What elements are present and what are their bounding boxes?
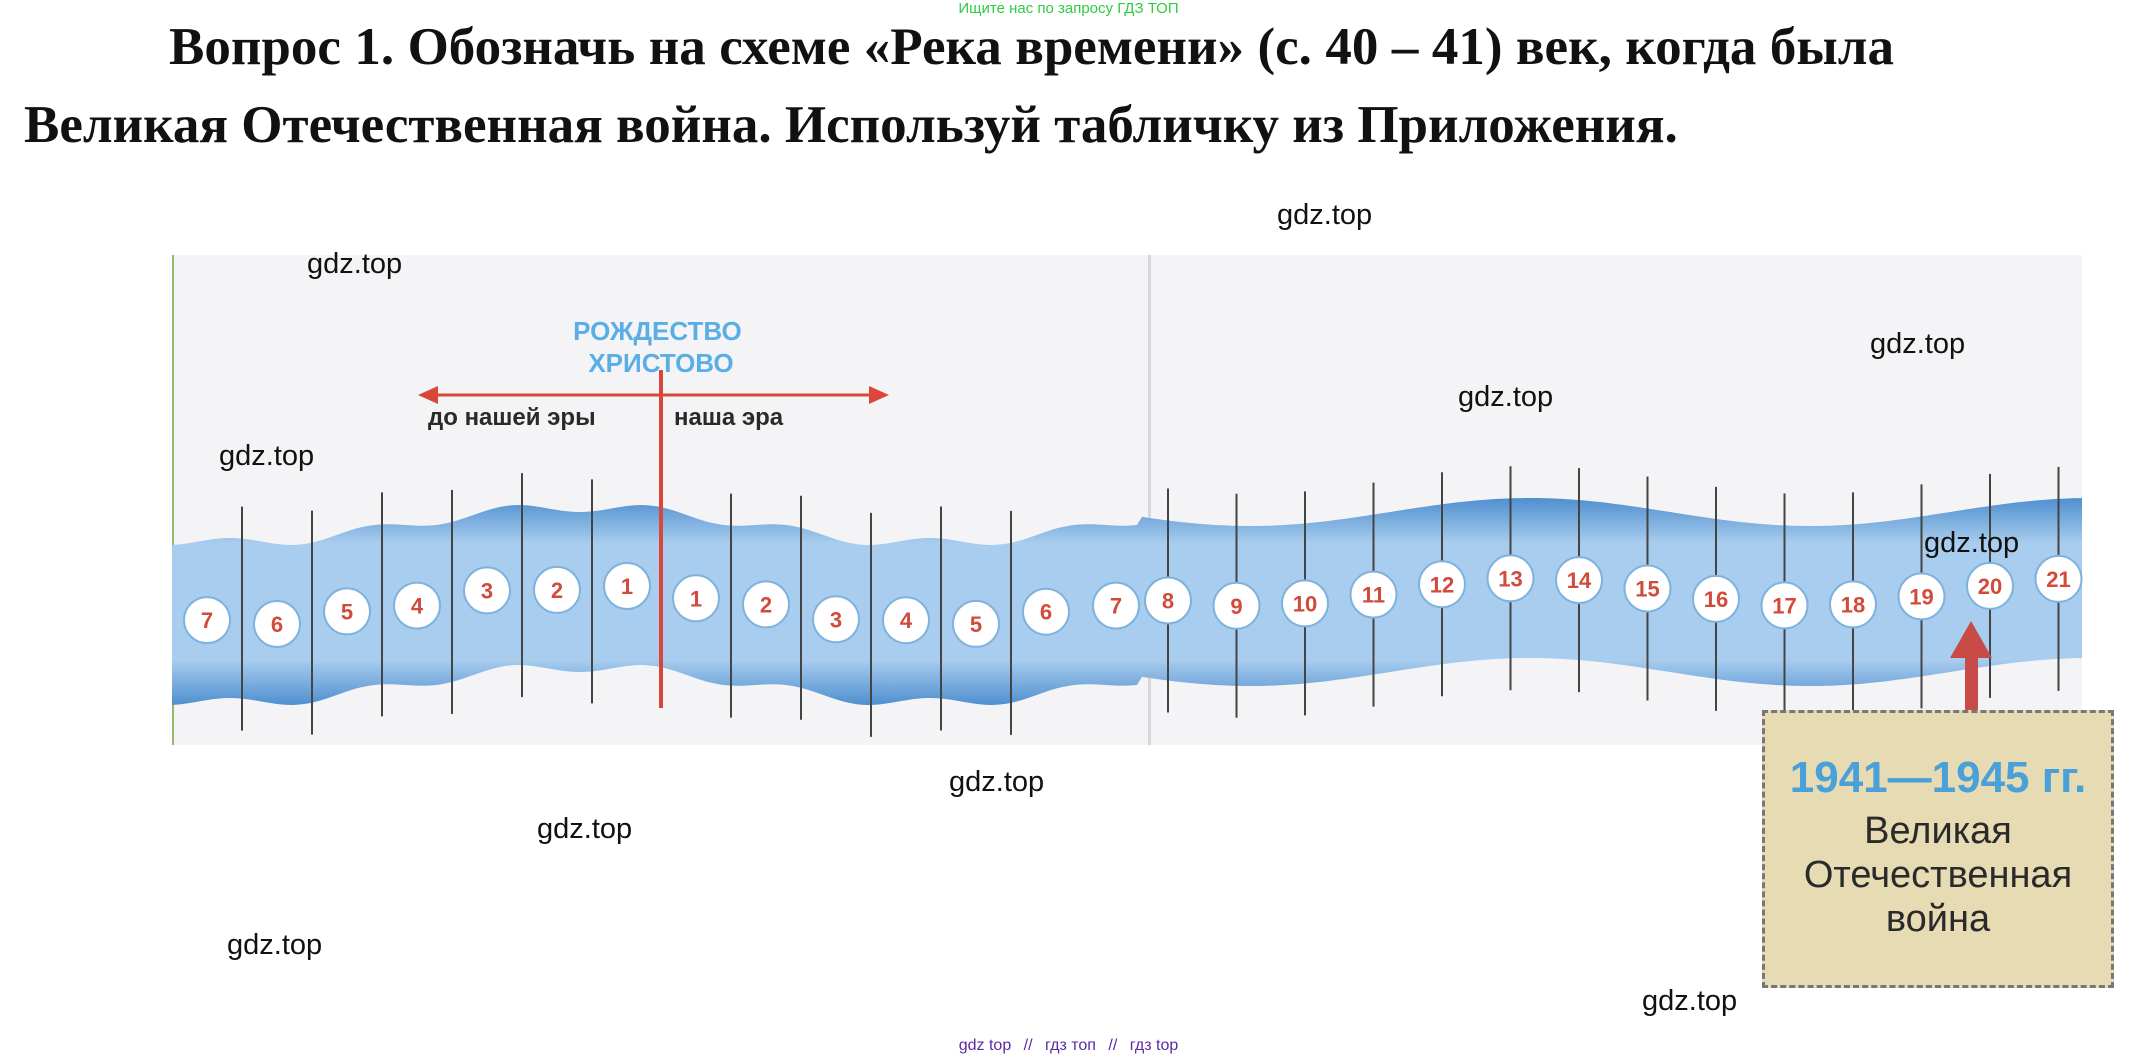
century-badge: 8: [1144, 576, 1192, 625]
century-badge: 4: [393, 581, 441, 630]
century-badge: 2: [533, 565, 581, 614]
century-number: 18: [1841, 592, 1865, 617]
century-badge: 6: [1022, 587, 1070, 636]
century-number: 7: [1110, 594, 1122, 619]
footer-separator: //: [1108, 1037, 1118, 1054]
century-badge: 2: [742, 580, 790, 629]
footer-link[interactable]: гдз top: [1129, 1037, 1179, 1054]
century-number: 15: [1635, 577, 1659, 602]
century-number: 9: [1230, 594, 1242, 619]
note-event-line-3: война: [1885, 898, 1991, 940]
century-badge: 3: [463, 566, 511, 615]
marker-arrow-shaft: [1965, 650, 1978, 710]
footer-links: gdz top // гдз топ // гдз top: [0, 1037, 2137, 1055]
watermark-text: gdz.top: [219, 440, 315, 472]
note-event: Великая Отечественная война: [1765, 809, 2111, 941]
century-number: 6: [1040, 600, 1052, 625]
bc-era-label: до нашей эры: [428, 404, 596, 431]
century-badge: 18: [1829, 580, 1877, 629]
marker-arrow: [1950, 621, 1992, 710]
century-badge: 21: [2034, 554, 2083, 603]
century-badge: 1: [603, 562, 651, 610]
search-hint: Ищите нас по запросу ГДЗ ТОП: [958, 0, 1179, 17]
century-badge-marked: 20: [1966, 561, 2014, 610]
watermark-text: gdz.top: [1870, 328, 1966, 360]
century-badge: 12: [1418, 560, 1466, 609]
century-badge: 16: [1692, 574, 1740, 623]
century-badges: 7 65 43 2 1 1 23 4 5 6 7 8 9 10 11 12 13 14 15 16 17 18 19 20 21: [183, 554, 2083, 648]
century-badge: 4: [882, 596, 930, 645]
watermark-text: gdz.top: [537, 813, 633, 845]
era-point-label-line-1: РОЖДЕСТВО: [573, 316, 742, 346]
note-years: 1941—1945 гг.: [1789, 753, 2087, 802]
century-number: 5: [970, 612, 982, 637]
century-badge: 5: [323, 587, 371, 636]
footer-link[interactable]: гдз топ: [1045, 1037, 1096, 1054]
watermark-text: gdz.top: [307, 248, 403, 280]
era-point-label-line-2: ХРИСТОВО: [588, 348, 733, 378]
book-fold: [1148, 255, 1151, 745]
century-badge: 5: [952, 599, 1000, 648]
century-badge: 1: [672, 574, 720, 623]
watermark-text: gdz.top: [1924, 527, 2020, 559]
century-number: 4: [411, 594, 424, 619]
watermark-text: gdz.top: [1277, 199, 1373, 231]
century-number: 4: [900, 608, 913, 633]
century-number: 19: [1909, 584, 1933, 609]
century-badge: 6: [253, 600, 301, 648]
century-number: 8: [1162, 589, 1174, 614]
appendix-note-card: 1941—1945 гг. Великая Отечественная войн…: [1762, 710, 2114, 988]
century-number: 7: [201, 608, 213, 633]
century-badge: 11: [1349, 570, 1398, 619]
watermark-text: gdz.top: [1458, 381, 1554, 413]
century-number: 16: [1704, 587, 1728, 612]
century-badge: 7: [183, 596, 231, 645]
note-event-line-1: Великая: [1864, 810, 2012, 852]
century-number: 17: [1772, 593, 1796, 618]
century-badge: 17: [1760, 581, 1809, 630]
century-badge: 10: [1281, 579, 1329, 628]
watermark-text: gdz.top: [1642, 985, 1738, 1017]
century-number: 2: [760, 592, 772, 617]
footer-link[interactable]: gdz top: [958, 1037, 1012, 1054]
century-number: 13: [1498, 566, 1522, 591]
century-number: 14: [1567, 568, 1592, 593]
century-number: 5: [341, 599, 353, 624]
watermark-text: gdz.top: [227, 929, 323, 961]
century-badge: 9: [1212, 581, 1261, 630]
century-badge: 19: [1897, 572, 1946, 621]
century-number: 12: [1430, 572, 1454, 597]
marker-arrow-head: [1950, 621, 1992, 658]
century-number: 3: [830, 607, 842, 632]
watermark-text: gdz.top: [949, 766, 1045, 798]
century-number: 11: [1362, 583, 1385, 608]
century-number: 20: [1978, 574, 2002, 599]
century-number: 1: [690, 586, 702, 611]
century-number: 21: [2046, 567, 2070, 592]
question-text: Вопрос 1. Обозначь на схеме «Река времен…: [24, 18, 1894, 154]
century-badge: 13: [1486, 554, 1535, 603]
century-badge: 7: [1092, 581, 1140, 630]
note-event-line-2: Отечественная: [1803, 854, 2073, 896]
century-number: 3: [481, 578, 493, 603]
century-number: 6: [271, 612, 283, 637]
ad-era-label: наша эра: [674, 404, 784, 431]
era-axis-right-arrow: [869, 386, 889, 404]
era-axis-left-arrow: [418, 386, 438, 404]
century-badge: 3: [812, 595, 860, 644]
century-number: 1: [621, 574, 633, 599]
svg-text:РОЖДЕСТВО ХРИСТОВО: РОЖДЕСТВО ХРИСТОВО: [573, 316, 749, 378]
footer-separator: //: [1023, 1037, 1033, 1054]
century-number: 10: [1293, 591, 1317, 616]
century-badge: 14: [1555, 556, 1603, 605]
century-number: 2: [551, 578, 563, 603]
century-badge: 15: [1623, 564, 1672, 613]
